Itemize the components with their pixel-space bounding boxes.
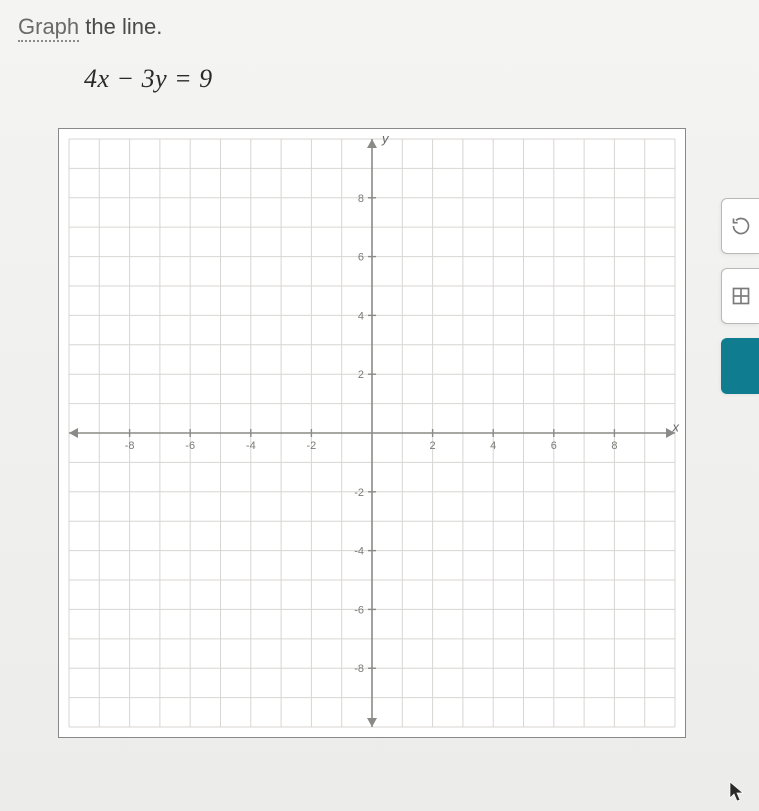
grid-tool-button[interactable] xyxy=(721,268,759,324)
tool-panel xyxy=(721,198,759,444)
svg-text:8: 8 xyxy=(358,193,364,205)
svg-text:-6: -6 xyxy=(185,440,195,452)
svg-text:-8: -8 xyxy=(354,663,364,675)
svg-text:4: 4 xyxy=(490,440,496,452)
x-axis-label: x xyxy=(673,420,680,435)
svg-text:-2: -2 xyxy=(307,440,317,452)
instruction-text: Graph the line. xyxy=(18,14,759,40)
cursor-icon xyxy=(729,781,745,803)
svg-text:2: 2 xyxy=(430,440,436,452)
grid-svg[interactable]: -8 -6 -4 -2 2 4 6 8 -8 -6 -4 -2 2 4 6 8 xyxy=(59,129,685,737)
svg-text:-8: -8 xyxy=(125,440,135,452)
svg-text:-4: -4 xyxy=(246,440,256,452)
instruction-rest: the line. xyxy=(79,14,162,39)
svg-text:4: 4 xyxy=(358,310,364,322)
svg-text:6: 6 xyxy=(551,440,557,452)
svg-text:-4: -4 xyxy=(354,546,364,558)
submit-button[interactable] xyxy=(721,338,759,394)
grid-icon xyxy=(731,286,751,306)
svg-text:6: 6 xyxy=(358,252,364,264)
svg-text:8: 8 xyxy=(611,440,617,452)
equation-text: 4x − 3y = 9 xyxy=(84,64,759,94)
coordinate-grid[interactable]: -8 -6 -4 -2 2 4 6 8 -8 -6 -4 -2 2 4 6 8 x y xyxy=(58,128,686,738)
y-axis-label: y xyxy=(382,131,389,146)
reset-icon xyxy=(731,216,751,236)
vocab-keyword[interactable]: Graph xyxy=(18,14,79,42)
svg-text:-2: -2 xyxy=(354,487,364,499)
svg-text:2: 2 xyxy=(358,369,364,381)
reset-button[interactable] xyxy=(721,198,759,254)
exercise-page: Graph the line. 4x − 3y = 9 -8 -6 -4 -2 2 4 6 8… xyxy=(0,0,759,811)
svg-text:-6: -6 xyxy=(354,604,364,616)
